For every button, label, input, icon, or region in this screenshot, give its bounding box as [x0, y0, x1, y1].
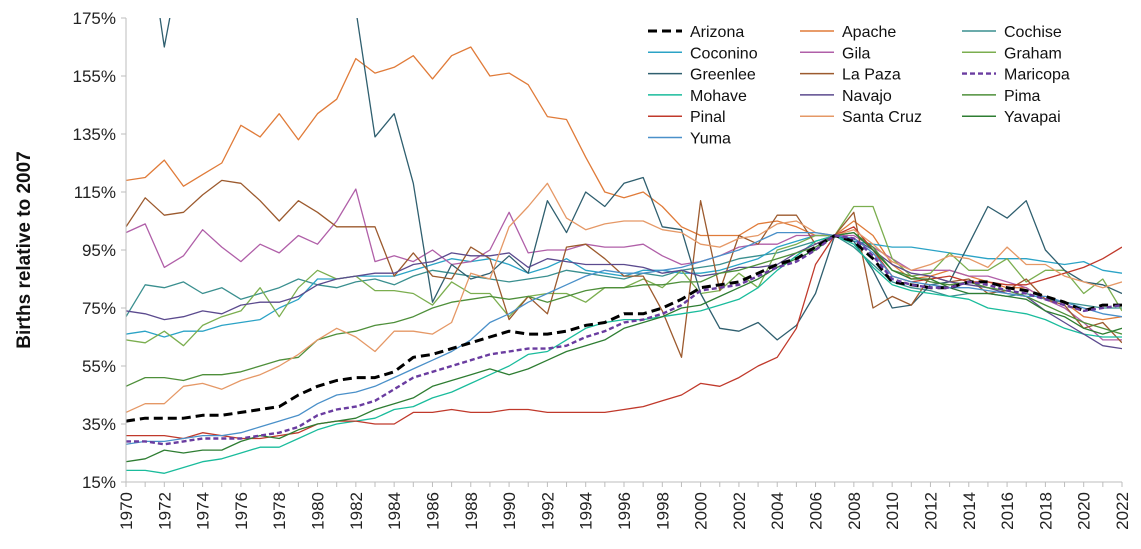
- x-tick-label: 1976: [232, 492, 251, 530]
- x-tick-label: 2010: [883, 492, 902, 530]
- y-tick-label: 155%: [73, 67, 116, 86]
- legend-label: Graham: [1004, 45, 1062, 62]
- x-tick-label: 1974: [194, 492, 213, 530]
- legend-label: Arizona: [690, 24, 744, 41]
- x-tick-label: 1996: [615, 492, 634, 530]
- legend-label: Pinal: [690, 109, 726, 126]
- x-tick-label: 1970: [117, 492, 136, 530]
- legend-label: Mohave: [690, 88, 747, 105]
- series-line-navajo: [126, 234, 1122, 350]
- x-tick-label: 2004: [768, 492, 787, 530]
- x-tick-label: 1980: [309, 492, 328, 530]
- legend-label: Yavapai: [1004, 109, 1061, 126]
- x-tick-label: 1984: [385, 492, 404, 530]
- x-tick-label: 1982: [347, 492, 366, 530]
- series-line-gila: [126, 188, 1122, 341]
- series-line-greenlee: [159, 18, 1122, 341]
- y-tick-label: 35%: [82, 415, 116, 434]
- x-tick-label: 2022: [1113, 492, 1132, 530]
- y-tick-label: 135%: [73, 125, 116, 144]
- series-line-la-paza: [126, 179, 1122, 358]
- x-tick-label: 2006: [807, 492, 826, 530]
- x-tick-label: 1972: [155, 492, 174, 530]
- legend-label: Santa Cruz: [842, 109, 922, 126]
- y-tick-label: 95%: [82, 241, 116, 260]
- y-axis-title: Births relative to 2007: [14, 151, 35, 348]
- series-line-cochise: [126, 234, 1122, 318]
- x-tick-label: 1986: [423, 492, 442, 530]
- y-tick-label: 55%: [82, 357, 116, 376]
- x-tick-label: 2000: [692, 492, 711, 530]
- x-tick-label: 2020: [1075, 492, 1094, 530]
- x-tick-label: 2018: [1036, 492, 1055, 530]
- x-tick-label: 2008: [845, 492, 864, 530]
- x-tick-label: 1988: [462, 492, 481, 530]
- legend-label: Gila: [842, 45, 871, 62]
- y-tick-label: 15%: [82, 473, 116, 492]
- legend-label: Cochise: [1004, 24, 1062, 41]
- legend-label: Greenlee: [690, 67, 756, 84]
- series-lines: [126, 18, 1122, 474]
- series-line-yuma: [126, 231, 1122, 445]
- series-line-mohave: [126, 234, 1122, 474]
- legend-label: Pima: [1004, 88, 1041, 105]
- legend-label: Maricopa: [1004, 67, 1070, 84]
- x-tick-label: 1990: [500, 492, 519, 530]
- series-line-maricopa: [126, 234, 1122, 446]
- x-tick-label: 1992: [538, 492, 557, 530]
- series-line-santa-cruz: [126, 182, 1122, 413]
- legend-label: Coconino: [690, 45, 758, 62]
- x-tick-label: 1994: [577, 492, 596, 530]
- x-tick-label: 2014: [960, 492, 979, 530]
- legend-label: La Paza: [842, 67, 901, 84]
- series-line-yavapai: [126, 231, 1122, 463]
- legend-label: Apache: [842, 24, 896, 41]
- y-tick-label: 75%: [82, 299, 116, 318]
- x-tick-label: 2002: [730, 492, 749, 530]
- x-axis-ticks: 1970 1972 1974 1976 1978 1980 1982 1984 1986 1988…: [117, 482, 1132, 530]
- y-tick-label: 115%: [74, 183, 116, 202]
- x-tick-label: 1978: [270, 492, 289, 530]
- legend: Arizona Apache Cochise Coconino Gila Graham Gr…: [648, 24, 1070, 148]
- x-tick-label: 2012: [921, 492, 940, 530]
- y-tick-label: 175%: [73, 9, 116, 28]
- legend-label: Yuma: [690, 131, 731, 148]
- series-line-pima: [126, 231, 1122, 387]
- x-tick-label: 1998: [653, 492, 672, 530]
- axis-frame: [125, 18, 1122, 483]
- series-line-pinal: [126, 226, 1122, 440]
- y-axis-ticks: 15% 35% 55% 75% 95% 115% 135% 155% 175%: [73, 9, 126, 492]
- legend-label: Navajo: [842, 88, 892, 105]
- x-tick-label: 2016: [998, 492, 1017, 530]
